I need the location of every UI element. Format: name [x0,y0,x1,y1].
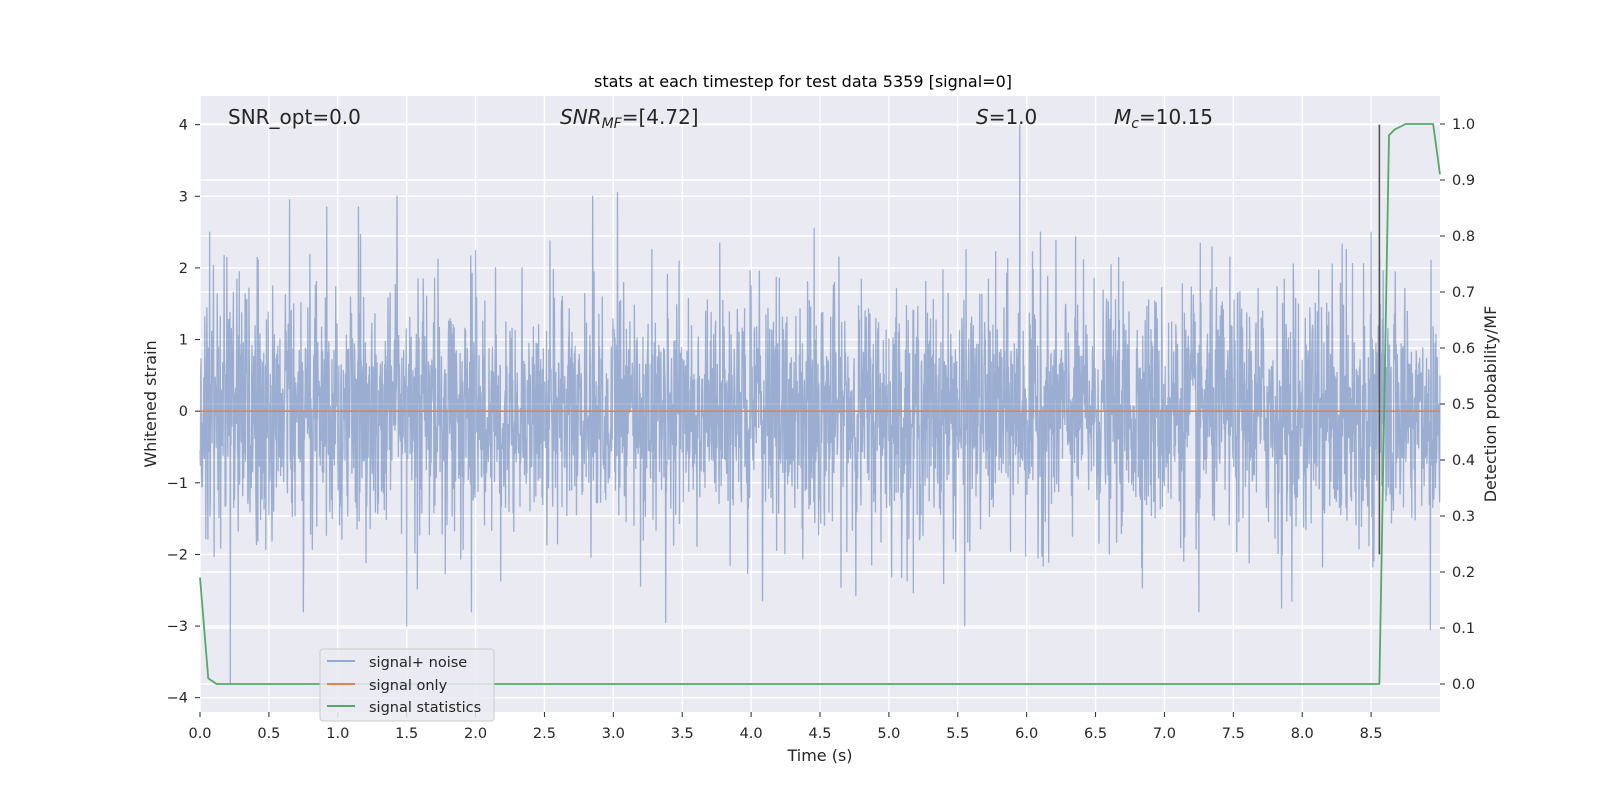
x-tick-label-3: 1.5 [395,726,418,742]
x-tick-label-6: 3.0 [602,726,625,742]
y-tick-label-6: −2 [167,547,188,563]
y-tick-label-5: −1 [167,476,188,492]
y2-tick-label-8: 0.2 [1452,565,1475,581]
annotation-s-symbol: S [976,105,989,129]
y2-tick-label-5: 0.5 [1452,397,1475,413]
x-tick-label-7: 3.5 [671,726,694,742]
grid [199,96,1440,712]
y2-tick-label-7: 0.3 [1452,509,1475,525]
x-tick-label-15: 7.5 [1222,726,1245,742]
annotation-snr-mf-subscript: MF [602,116,623,132]
x-tick-label-1: 0.5 [257,726,280,742]
annotation-s: S=1.0 [976,105,1037,129]
y2-axis-ticks: 1.0 0.9 0.8 0.7 0.6 0.5 0.4 0.3 0.2 0.1 0.0 [1440,117,1475,693]
x-tick-label-11: 5.5 [946,726,969,742]
x-axis-ticks: 0.0 0.5 1.0 1.5 2.0 2.5 3.0 3.5 4.0 4.5 5.0 5.5 6.0 6… [188,712,1383,742]
y-tick-label-3: 1 [179,333,188,349]
x-tick-label-10: 5.0 [877,726,900,742]
y2-tick-label-1: 0.9 [1452,173,1475,189]
signal-statistics-line [199,123,1441,685]
annotation-mc-symbol: M [1114,105,1131,129]
y-tick-label-2: 2 [179,261,188,277]
y2-tick-label-4: 0.6 [1452,341,1475,357]
y-tick-label-4: 0 [179,404,188,420]
annotation-mc-value: =10.15 [1139,105,1213,129]
x-tick-label-9: 4.5 [808,726,831,742]
y2-axis-label: Detection probability/MF [1481,306,1500,503]
y-tick-label-0: 4 [179,118,188,134]
annotation-mc: Mc=10.15 [1114,105,1213,132]
y2-tick-label-3: 0.7 [1452,285,1475,301]
y-tick-label-1: 3 [179,189,188,205]
chart-title: stats at each timestep for test data 535… [594,72,1012,91]
x-tick-label-14: 7.0 [1153,726,1176,742]
legend-label-signal-only: signal only [369,678,448,694]
legend-label-signal-statistics: signal statistics [369,700,481,716]
y2-tick-label-2: 0.8 [1452,229,1475,245]
annotation-snr-mf: SNRMF=[4.72] [560,105,699,132]
series-signal-noise [199,124,1441,684]
x-tick-label-2: 1.0 [326,726,349,742]
annotation-snr-mf-value: =[4.72] [622,105,699,129]
annotation-snr-mf-symbol: SNR [560,105,602,129]
y2-tick-label-0: 1.0 [1452,117,1475,133]
x-tick-label-4: 2.0 [464,726,487,742]
y-axis-label: Whitened strain [141,340,160,467]
y-tick-label-7: −3 [167,619,188,635]
x-tick-label-13: 6.5 [1084,726,1107,742]
y2-tick-label-10: 0.0 [1452,677,1475,693]
annotation-mc-subscript: c [1131,116,1139,132]
x-tick-label-17: 8.5 [1360,726,1383,742]
series-signal-statistics [199,123,1441,685]
legend: signal+ noise signal only signal statist… [319,648,495,722]
x-tick-label-12: 6.0 [1015,726,1038,742]
annotation-s-value: =1.0 [989,105,1038,129]
y2-tick-label-9: 0.1 [1452,621,1475,637]
y-tick-label-8: −4 [167,691,188,707]
x-tick-label-0: 0.0 [188,726,211,742]
signal-noise-line [199,124,1441,684]
annotation-snr-opt: SNR_opt=0.0 [228,105,361,129]
x-axis-label: Time (s) [786,746,852,765]
y-axis-ticks: 4 3 2 1 0 −1 −2 −3 −4 [167,118,200,707]
x-tick-label-5: 2.5 [533,726,556,742]
legend-label-signal-noise: signal+ noise [369,655,467,671]
legend-box [319,648,495,722]
x-tick-label-16: 8.0 [1291,726,1314,742]
y2-tick-label-6: 0.4 [1452,453,1475,469]
x-tick-label-8: 4.0 [740,726,763,742]
